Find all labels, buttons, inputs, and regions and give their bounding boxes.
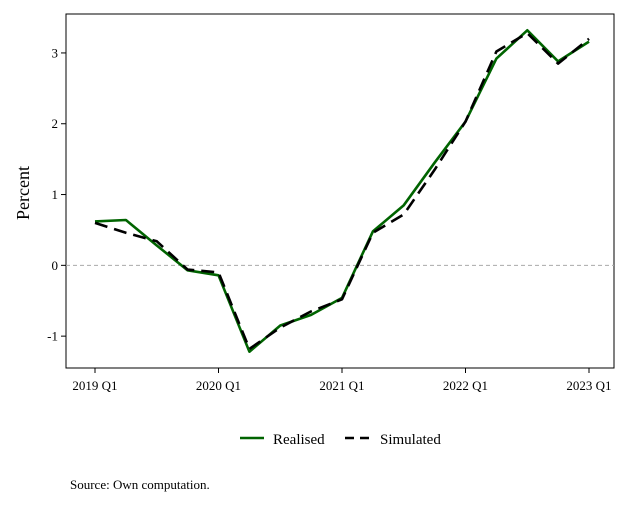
y-tick-label: 0 bbox=[52, 258, 59, 273]
series-group bbox=[94, 28, 590, 354]
y-tick-label: 1 bbox=[52, 187, 59, 202]
x-tick-label: 2023 Q1 bbox=[566, 378, 611, 393]
x-tick-label: 2021 Q1 bbox=[319, 378, 364, 393]
source-note: Source: Own computation. bbox=[70, 477, 210, 492]
x-tick-label: 2022 Q1 bbox=[443, 378, 488, 393]
y-tick-label: 2 bbox=[52, 116, 59, 131]
x-tick-label: 2019 Q1 bbox=[72, 378, 117, 393]
plot-frame bbox=[65, 13, 615, 369]
series-line-simulated bbox=[94, 31, 590, 351]
y-tick-label: -1 bbox=[47, 329, 58, 344]
axes: -1 0 1 2 3 2019 Q1 2020 Q1 2021 Q1 2022 Q1 2023 Q… bbox=[47, 13, 615, 393]
series-line-realised bbox=[94, 28, 590, 354]
legend-simulated-label: Simulated bbox=[380, 432, 441, 448]
x-tick-label: 2020 Q1 bbox=[196, 378, 241, 393]
legend: Realised Simulated bbox=[240, 432, 441, 448]
y-axis-title: Percent bbox=[13, 166, 33, 220]
y-tick-label: 3 bbox=[52, 45, 59, 60]
legend-realised-label: Realised bbox=[273, 432, 325, 448]
